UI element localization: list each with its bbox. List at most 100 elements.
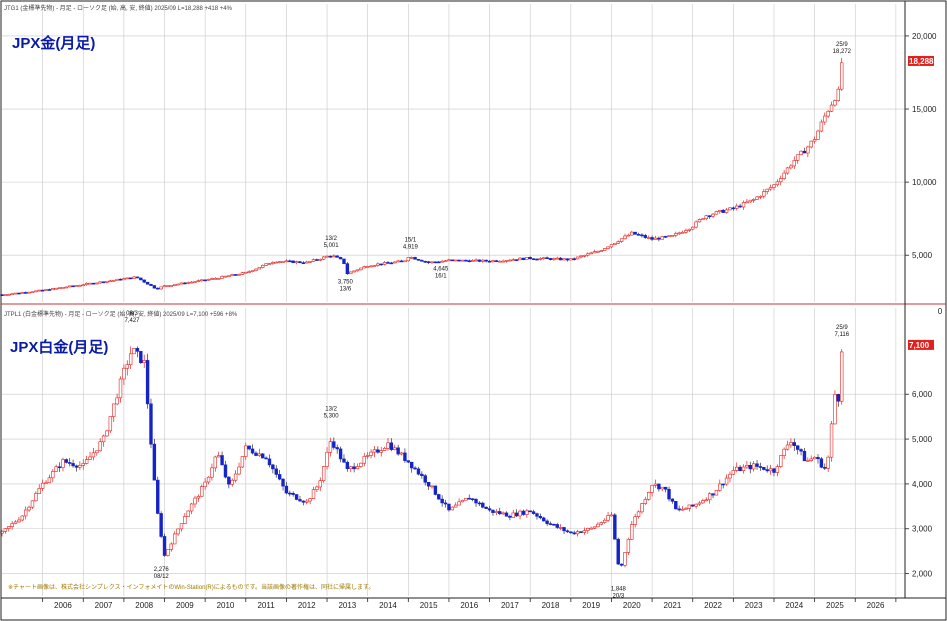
platinum-candle [491, 509, 495, 516]
gold-candle [84, 282, 89, 286]
platinum-candle [711, 493, 715, 499]
platinum-candle [609, 512, 614, 517]
platinum-candle [606, 511, 610, 523]
gold-candle [20, 291, 25, 294]
platinum-candle [450, 506, 455, 511]
gold-candle [643, 233, 648, 239]
platinum-candle [826, 455, 830, 473]
platinum-candle [636, 510, 641, 519]
platinum-candle [545, 519, 549, 526]
gold-candle [332, 254, 336, 258]
platinum-candle [464, 497, 468, 501]
gold-candle [108, 279, 113, 283]
gold-candle [338, 256, 343, 260]
platinum-candle [829, 421, 834, 462]
platinum-candle [379, 446, 383, 457]
gold-candle [768, 184, 773, 191]
gold-candle [328, 255, 333, 258]
platinum-candle [626, 537, 631, 556]
gold-candle [349, 271, 353, 275]
gold-candle [437, 260, 441, 264]
gold-candle [37, 289, 41, 292]
gold-candle [169, 285, 173, 287]
gold-candle [836, 86, 841, 102]
gold-candle [301, 261, 306, 265]
gold-candle [250, 270, 255, 273]
platinum-candle [619, 563, 624, 567]
platinum-candle [101, 434, 106, 447]
platinum-candle [247, 445, 251, 451]
platinum-candle [735, 462, 739, 473]
gold-candle [707, 215, 712, 219]
gold-candle [596, 250, 600, 253]
platinum-candle [487, 505, 492, 512]
platinum-candle [386, 438, 390, 451]
gold-annotation-line1: 13/2 [325, 236, 337, 242]
x-tick-label: 2023 [745, 601, 763, 610]
platinum-candle [643, 496, 648, 505]
gold-candle [261, 264, 265, 269]
platinum-candle [663, 486, 668, 493]
gold-candle [166, 285, 170, 287]
platinum-candle [271, 463, 275, 474]
platinum-candle [514, 509, 519, 518]
platinum-candle [244, 442, 248, 461]
platinum-candle [284, 481, 289, 495]
platinum-candle [203, 477, 207, 490]
platinum-candle [206, 476, 211, 485]
platinum-candle [613, 513, 617, 540]
platinum-candle [426, 481, 431, 491]
platinum-annotation-line1: 08/3 [126, 311, 138, 317]
gold-candle [403, 260, 407, 263]
gold-candle [386, 260, 390, 264]
platinum-candle [809, 455, 813, 462]
gold-candle [352, 270, 356, 273]
gold-candle [731, 206, 736, 211]
gold-candle [741, 200, 746, 210]
gold-candle [142, 279, 146, 284]
gold-ytick-label: 15,000 [912, 105, 937, 114]
gold-candle [40, 289, 45, 292]
gold-candle [64, 286, 69, 289]
gold-candle [10, 293, 14, 296]
gold-candle [440, 259, 444, 263]
platinum-candle [731, 466, 736, 475]
gold-candle [823, 112, 827, 125]
platinum-annotation-line1: 25/9 [836, 325, 848, 331]
platinum-candle [758, 462, 763, 471]
platinum-annotation-line2: 5,300 [324, 414, 340, 420]
platinum-candle [772, 467, 776, 477]
platinum-candle [443, 499, 448, 508]
platinum-candle [267, 454, 272, 468]
platinum-candle [274, 465, 278, 478]
gold-candle [399, 259, 404, 263]
gold-candle [61, 287, 65, 289]
gold-candle [579, 255, 583, 259]
gold-candle [17, 292, 21, 295]
gold-candle [379, 263, 383, 266]
gold-candle [244, 271, 248, 274]
platinum-candle [409, 461, 414, 473]
platinum-candle [460, 499, 465, 503]
platinum-candle [10, 520, 14, 530]
platinum-candle [220, 451, 224, 466]
platinum-candle [403, 448, 407, 463]
platinum-candle [281, 478, 285, 491]
gold-candle [619, 238, 624, 243]
gold-candle [809, 140, 813, 149]
gold-candle [3, 294, 8, 296]
gold-candle [132, 275, 136, 279]
gold-candle [670, 235, 675, 237]
gold-annotation-line2: 13/6 [339, 286, 351, 292]
platinum-candle [152, 438, 157, 481]
platinum-candle [359, 462, 363, 468]
gold-candle [724, 207, 729, 214]
platinum-candle [423, 474, 427, 486]
gold-candle [227, 275, 231, 278]
gold-candle [660, 235, 664, 240]
platinum-candle [261, 453, 265, 459]
gold-candle [233, 274, 238, 276]
gold-candle [542, 257, 546, 260]
corner-label: 0 [938, 307, 943, 316]
platinum-candle [755, 460, 759, 470]
